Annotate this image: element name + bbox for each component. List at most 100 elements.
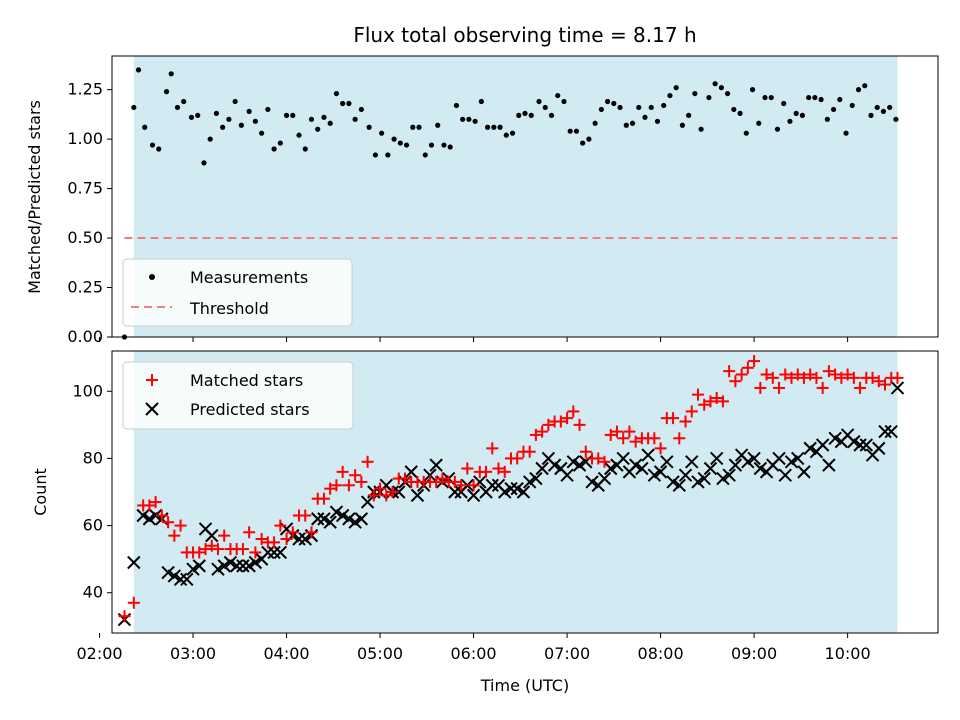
predicted-stars-point bbox=[127, 555, 141, 570]
measurement-point bbox=[366, 124, 372, 130]
matched-stars-point bbox=[704, 395, 717, 408]
predicted-stroke bbox=[653, 465, 668, 479]
measurement-point bbox=[453, 102, 460, 109]
predicted-stars-point bbox=[354, 512, 369, 526]
measurement-point bbox=[623, 122, 629, 128]
predicted-stroke bbox=[348, 515, 362, 529]
measurement-point bbox=[302, 146, 308, 152]
matched-stars-point bbox=[573, 418, 586, 431]
measurement-point bbox=[586, 136, 592, 142]
predicted-stars-point bbox=[572, 458, 587, 472]
predicted-stars-point bbox=[466, 488, 481, 503]
matched-stars-point bbox=[336, 465, 349, 478]
matched-stars-point bbox=[610, 425, 623, 438]
predicted-stars-point bbox=[192, 559, 206, 573]
measurement-point bbox=[806, 94, 812, 101]
predicted-stroke bbox=[404, 465, 418, 479]
matched-stars-point bbox=[648, 432, 661, 445]
predicted-stroke bbox=[597, 471, 612, 486]
predicted-stroke bbox=[504, 481, 518, 496]
measurement-point bbox=[379, 130, 385, 136]
matched-stars-point bbox=[567, 405, 580, 418]
measurement-point bbox=[679, 122, 686, 128]
measurement-point bbox=[548, 112, 555, 118]
predicted-stroke bbox=[784, 455, 799, 469]
measurement-point bbox=[201, 160, 207, 166]
predicted-stars-point bbox=[205, 528, 219, 543]
predicted-stars-point bbox=[635, 461, 649, 476]
y-tick-label: 0.50 bbox=[67, 228, 103, 247]
predicted-stars-point bbox=[647, 468, 662, 482]
predicted-stroke bbox=[554, 461, 568, 476]
matched-stars-point bbox=[542, 418, 555, 431]
predicted-stars-point bbox=[522, 475, 537, 489]
predicted-stroke bbox=[859, 438, 874, 452]
matched-stars-point bbox=[604, 428, 617, 441]
matched-stars-point bbox=[829, 368, 842, 381]
predicted-stars-point bbox=[709, 451, 724, 466]
matched-stars-point bbox=[748, 355, 761, 368]
predicted-stroke bbox=[716, 471, 730, 486]
matched-stars-point bbox=[330, 479, 343, 492]
matched-stars-point bbox=[374, 482, 387, 495]
predicted-stroke bbox=[604, 461, 618, 476]
matched-stars-point bbox=[841, 368, 854, 381]
measurement-point bbox=[265, 106, 271, 113]
predicted-stars-point bbox=[392, 485, 406, 499]
top-axes-frame bbox=[111, 55, 939, 338]
predicted-stroke bbox=[797, 465, 811, 479]
measurement-point bbox=[207, 136, 213, 142]
measurement-point bbox=[718, 85, 724, 91]
predicted-stars-point bbox=[535, 461, 549, 476]
measurement-point bbox=[837, 96, 843, 103]
predicted-stars-point bbox=[815, 438, 830, 452]
predicted-stars-point bbox=[822, 458, 836, 472]
measurement-point bbox=[385, 152, 391, 158]
predicted-stars-point bbox=[847, 434, 861, 449]
measurement-point bbox=[149, 142, 156, 148]
predicted-stars-point bbox=[678, 468, 693, 482]
measurement-point bbox=[516, 112, 522, 118]
predicted-stroke bbox=[585, 475, 599, 489]
y-tick-label: 60 bbox=[83, 516, 103, 535]
predicted-stroke bbox=[423, 468, 437, 482]
measurements-legend-marker bbox=[149, 274, 155, 280]
predicted-stroke bbox=[709, 451, 724, 466]
predicted-stroke bbox=[180, 572, 194, 586]
predicted-stroke bbox=[666, 475, 680, 489]
y-tick-label: 80 bbox=[83, 448, 103, 467]
bottom-y-axis: 40 60 80 100 bbox=[72, 381, 112, 602]
predicted-stars-point bbox=[628, 458, 643, 472]
measurement-point bbox=[460, 116, 466, 122]
predicted-stroke bbox=[815, 438, 830, 452]
predicted-stroke bbox=[429, 458, 443, 472]
matched-stars-point bbox=[623, 425, 636, 438]
matched-stars-point bbox=[866, 371, 879, 384]
matched-stars-point bbox=[448, 475, 461, 488]
matched-stars-point bbox=[274, 519, 287, 532]
y-tick-label: 0.75 bbox=[67, 179, 103, 198]
matched-stars-point bbox=[162, 516, 175, 529]
predicted-stroke bbox=[685, 455, 699, 469]
matched-stars-point bbox=[698, 398, 711, 411]
predicted-stars-point bbox=[859, 438, 874, 452]
measurement-point bbox=[491, 124, 497, 130]
predicted-stroke bbox=[840, 428, 855, 442]
predicted-stroke bbox=[872, 441, 886, 456]
matched-stars-point bbox=[455, 479, 468, 492]
predicted-stroke bbox=[279, 522, 294, 536]
predicted-stroke bbox=[878, 424, 892, 439]
measurement-point bbox=[252, 118, 258, 124]
matched-stars-point bbox=[467, 479, 480, 492]
predicted-stars-point bbox=[791, 451, 805, 466]
predicted-stroke bbox=[828, 431, 842, 445]
bottom-y-axis-label: Count bbox=[31, 468, 50, 516]
matched-stars-point bbox=[342, 479, 355, 492]
measurement-point bbox=[503, 132, 509, 138]
measurement-point bbox=[333, 90, 340, 97]
predicted-stars-point bbox=[878, 424, 892, 439]
measurement-point bbox=[611, 100, 617, 107]
predicted-stars-point bbox=[853, 438, 867, 452]
predicted-stroke bbox=[329, 505, 344, 519]
predicted-stars-point bbox=[211, 562, 225, 576]
